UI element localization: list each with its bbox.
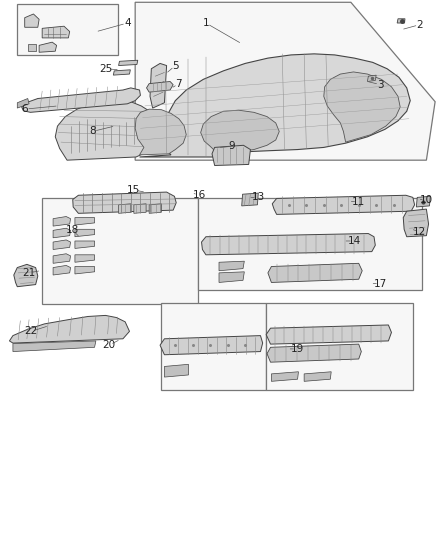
Polygon shape	[75, 255, 95, 262]
Polygon shape	[219, 272, 244, 282]
Text: 5: 5	[172, 61, 179, 70]
Polygon shape	[21, 88, 141, 112]
Polygon shape	[25, 14, 39, 27]
Polygon shape	[53, 254, 71, 263]
Polygon shape	[147, 82, 173, 92]
Polygon shape	[75, 217, 95, 225]
Polygon shape	[75, 241, 95, 248]
Text: 6: 6	[21, 104, 28, 114]
Polygon shape	[140, 54, 410, 157]
Polygon shape	[75, 266, 95, 274]
Polygon shape	[403, 209, 428, 237]
Text: 20: 20	[102, 340, 116, 350]
Polygon shape	[39, 42, 57, 52]
Polygon shape	[73, 192, 176, 213]
Polygon shape	[119, 204, 131, 213]
Text: 9: 9	[229, 141, 235, 151]
Polygon shape	[324, 72, 400, 142]
Polygon shape	[53, 240, 71, 249]
Polygon shape	[272, 372, 298, 381]
Polygon shape	[55, 100, 158, 160]
Text: 4: 4	[124, 18, 131, 28]
Polygon shape	[242, 193, 258, 206]
Text: 3: 3	[377, 80, 384, 90]
Text: 14: 14	[348, 236, 361, 246]
Polygon shape	[75, 229, 95, 237]
Polygon shape	[53, 228, 71, 238]
Text: 19: 19	[291, 344, 304, 354]
Polygon shape	[28, 44, 36, 51]
Polygon shape	[161, 303, 266, 390]
Text: 7: 7	[176, 79, 182, 88]
Text: 2: 2	[417, 20, 423, 30]
Polygon shape	[135, 2, 435, 160]
Polygon shape	[164, 365, 188, 377]
Text: 18: 18	[66, 225, 79, 236]
Polygon shape	[113, 70, 131, 75]
Text: 15: 15	[127, 185, 141, 195]
Polygon shape	[367, 75, 376, 82]
Polygon shape	[201, 233, 375, 255]
Polygon shape	[53, 216, 71, 226]
Polygon shape	[150, 63, 166, 108]
Polygon shape	[10, 316, 130, 343]
Text: 13: 13	[252, 192, 265, 203]
Polygon shape	[198, 198, 422, 290]
Polygon shape	[397, 19, 405, 23]
Polygon shape	[266, 325, 392, 344]
Text: 11: 11	[352, 197, 365, 207]
Polygon shape	[17, 99, 29, 108]
Polygon shape	[268, 263, 362, 282]
Text: 21: 21	[22, 268, 36, 278]
Polygon shape	[266, 303, 413, 390]
Text: 25: 25	[100, 64, 113, 74]
Polygon shape	[212, 146, 251, 165]
Polygon shape	[160, 336, 263, 355]
Polygon shape	[42, 26, 70, 38]
Polygon shape	[14, 264, 38, 287]
Polygon shape	[219, 261, 244, 271]
Polygon shape	[417, 196, 430, 207]
Text: 1: 1	[203, 18, 209, 28]
Polygon shape	[42, 198, 198, 304]
Polygon shape	[119, 60, 138, 66]
Text: 16: 16	[193, 190, 206, 200]
Text: 10: 10	[420, 195, 433, 205]
Polygon shape	[272, 195, 415, 214]
Text: 22: 22	[25, 326, 38, 336]
Polygon shape	[134, 204, 146, 213]
Polygon shape	[267, 344, 361, 362]
Text: 12: 12	[413, 227, 427, 237]
Polygon shape	[304, 372, 331, 381]
Polygon shape	[135, 109, 186, 155]
Polygon shape	[149, 204, 161, 213]
Text: 8: 8	[89, 126, 95, 136]
Polygon shape	[13, 341, 96, 352]
Polygon shape	[53, 265, 71, 275]
Polygon shape	[201, 110, 279, 152]
Polygon shape	[17, 4, 118, 55]
Text: 17: 17	[374, 279, 387, 288]
